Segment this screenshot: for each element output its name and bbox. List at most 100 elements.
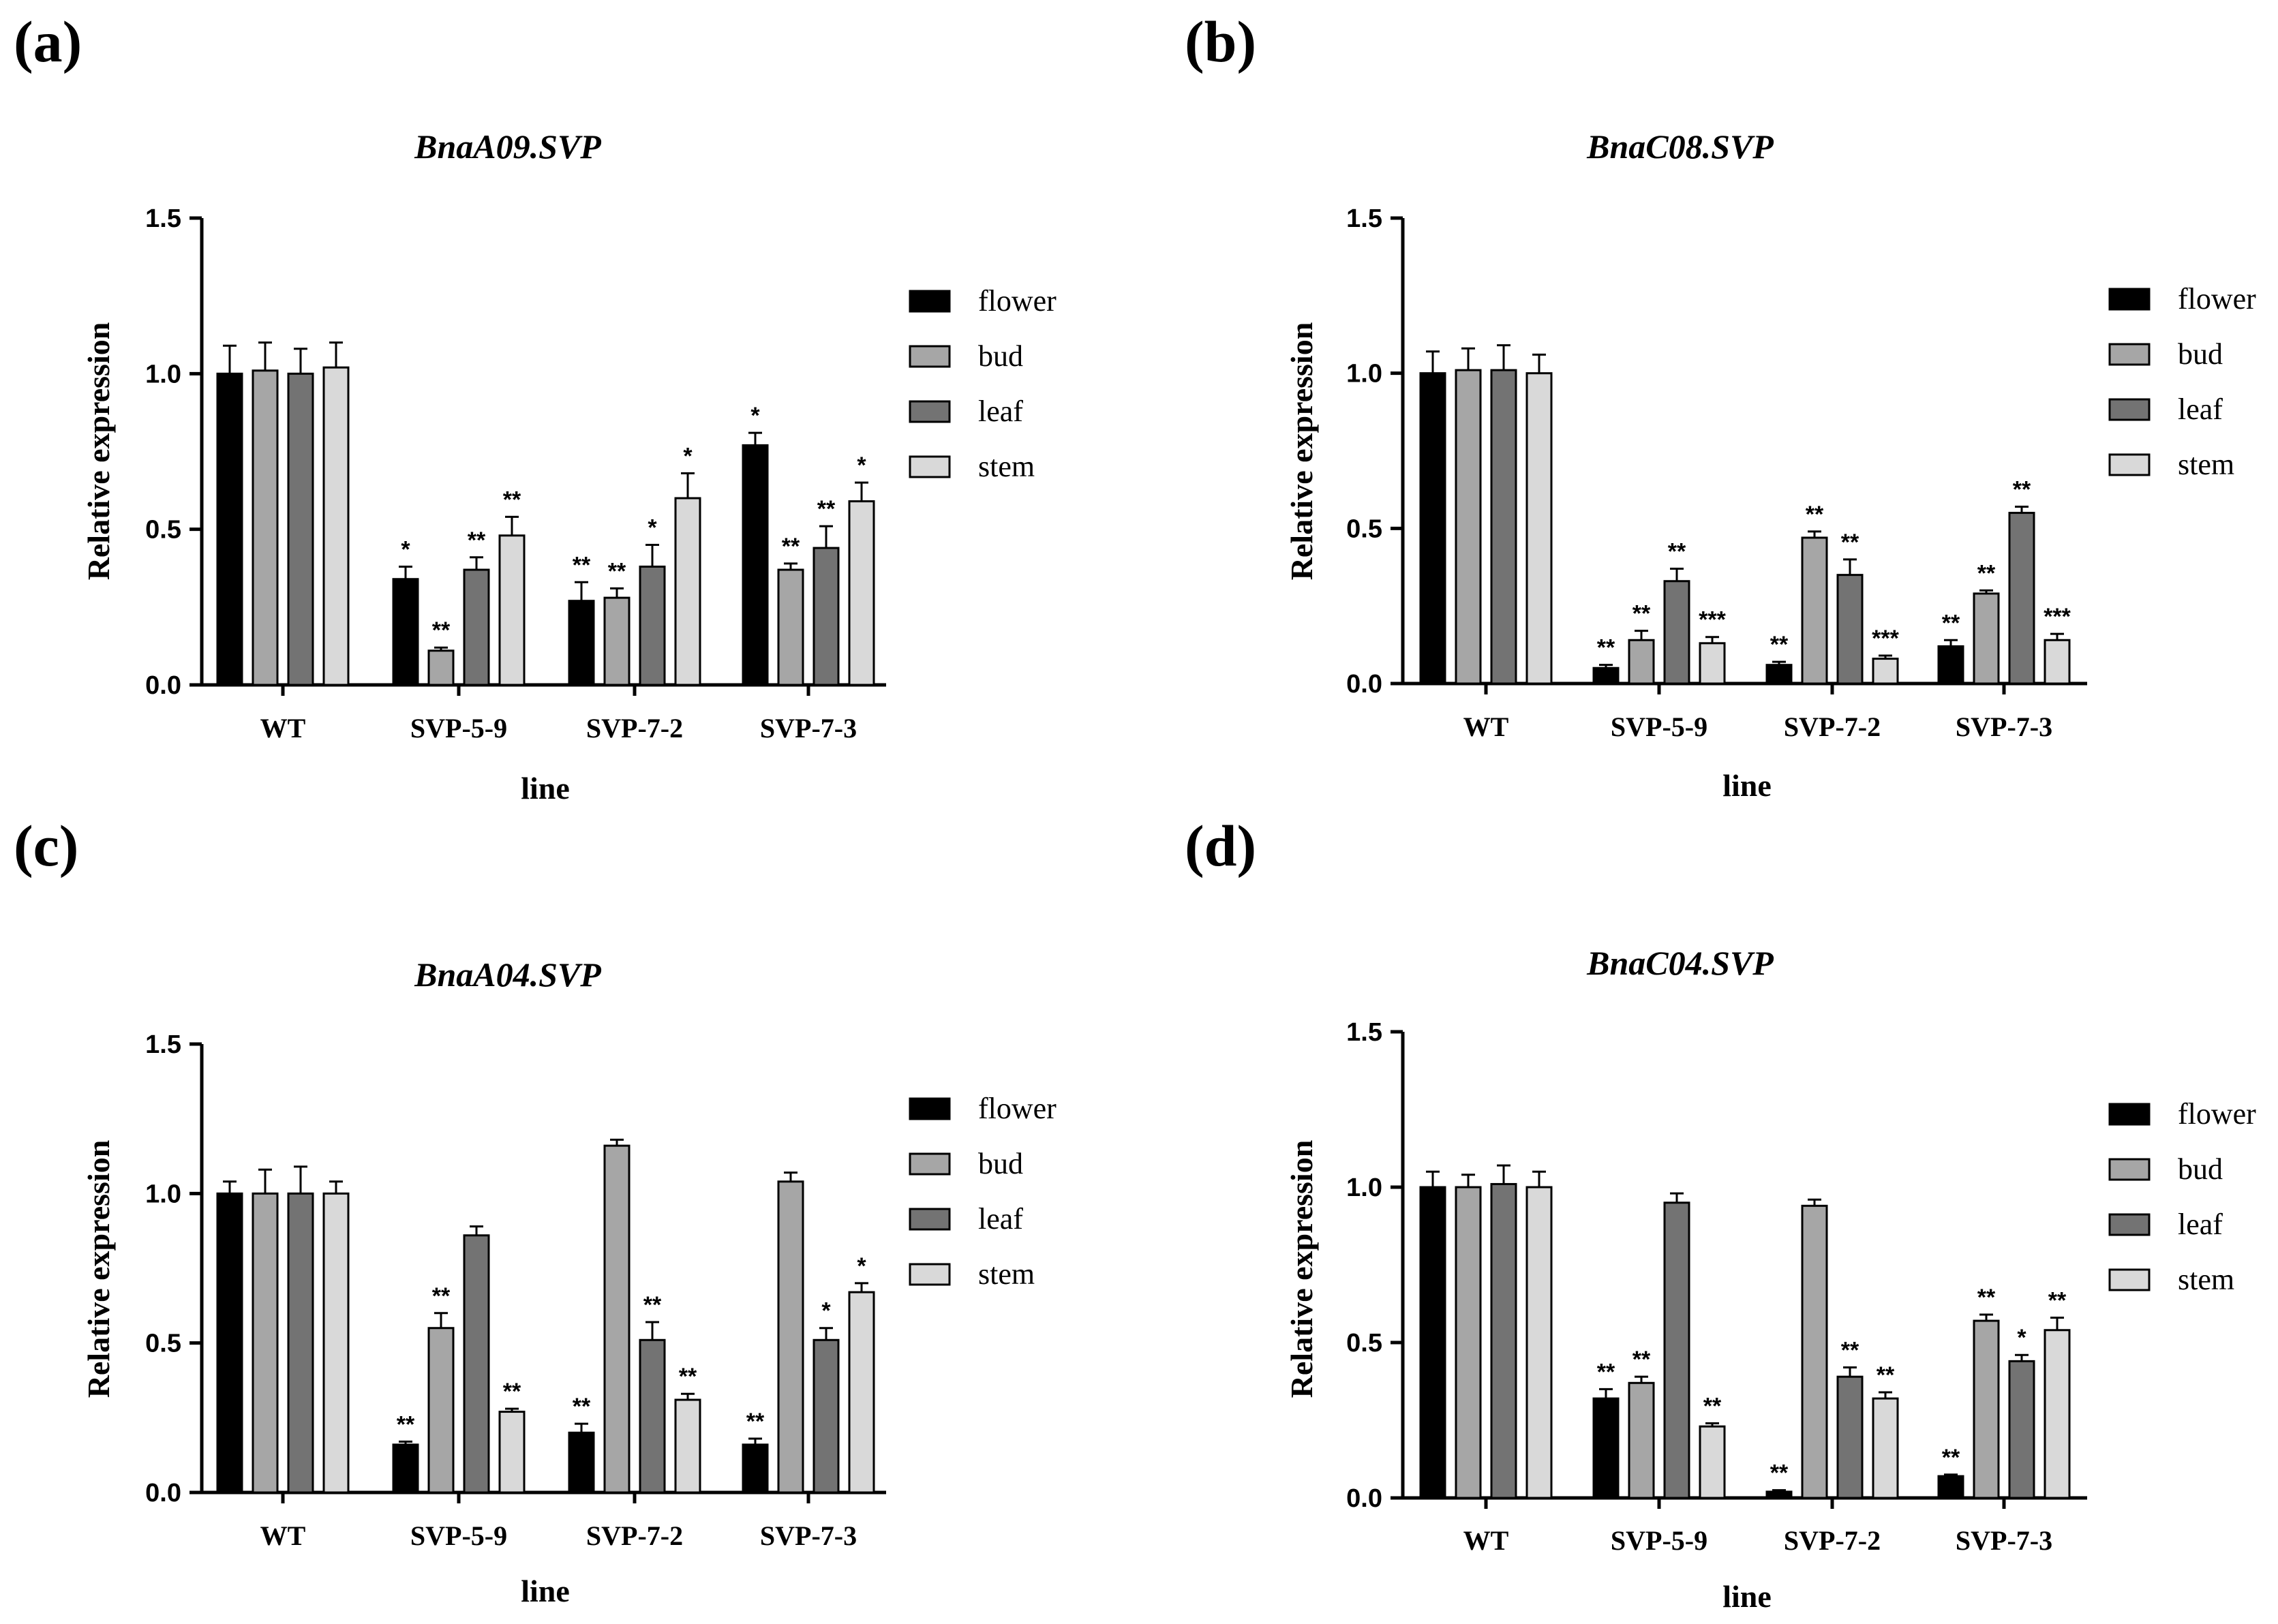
- legend-label-bud: bud: [978, 339, 1023, 373]
- bar-leaf: [1836, 1375, 1864, 1499]
- significance-label: *: [683, 443, 693, 469]
- y-tick-label: 1.0: [145, 360, 181, 388]
- bar-flower: [568, 1431, 595, 1494]
- bar-leaf: [463, 568, 490, 686]
- legend-label-flower: flower: [2178, 1097, 2256, 1131]
- bar-bud: [1628, 639, 1655, 685]
- bar-leaf: [1663, 580, 1690, 685]
- legend-label-leaf: leaf: [2178, 393, 2223, 426]
- legend-swatch-stem: [2108, 453, 2151, 476]
- bar-stem: [322, 1192, 350, 1494]
- x-tick-label: SVP-5-9: [1611, 711, 1707, 742]
- x-tick-label: SVP-5-9: [1611, 1525, 1707, 1556]
- bar-leaf: [287, 1192, 314, 1494]
- bar-bud: [1455, 369, 1482, 685]
- bar-flower: [1765, 664, 1793, 685]
- significance-label: **: [1977, 1285, 1996, 1311]
- y-tick-label: 1.0: [1346, 1174, 1382, 1202]
- legend-label-leaf: leaf: [978, 395, 1023, 428]
- significance-label: **: [2013, 476, 2031, 502]
- significance-label: **: [432, 1283, 451, 1309]
- legend-label-leaf: leaf: [2178, 1208, 2223, 1241]
- x-tick-label: SVP-7-3: [760, 713, 857, 744]
- significance-label: **: [1942, 1445, 1960, 1471]
- significance-label: **: [1841, 530, 1859, 555]
- significance-label: **: [782, 534, 800, 560]
- x-tick-label: SVP-7-2: [1784, 711, 1881, 742]
- significance-label: **: [1877, 1362, 1895, 1388]
- bar-leaf: [463, 1234, 490, 1494]
- bar-leaf: [813, 547, 840, 686]
- legend-label-bud: bud: [2178, 337, 2223, 371]
- bar-flower: [1937, 1475, 1964, 1499]
- bar-stem: [1525, 372, 1553, 685]
- x-tick-label: WT: [260, 713, 306, 744]
- legend-swatch-stem: [909, 455, 951, 478]
- bar-flower: [742, 1443, 769, 1494]
- bar-flower: [1592, 667, 1620, 685]
- significance-label: **: [1632, 1347, 1651, 1373]
- legend-swatch-flower: [2108, 1103, 2151, 1126]
- significance-label: **: [679, 1364, 697, 1390]
- significance-label: **: [1703, 1394, 1722, 1420]
- significance-label: **: [573, 552, 591, 578]
- y-tick-label: 0.0: [145, 671, 181, 700]
- x-axis-title: line: [1722, 768, 1772, 803]
- bar-leaf: [1663, 1201, 1690, 1499]
- y-axis-title: Relative expression: [1284, 1140, 1319, 1398]
- bar-flower: [1419, 372, 1446, 685]
- x-tick-label: SVP-5-9: [410, 1520, 507, 1551]
- y-axis-title: Relative expression: [81, 1140, 116, 1398]
- bar-leaf: [287, 372, 314, 686]
- significance-label: **: [817, 496, 836, 522]
- significance-label: **: [397, 1411, 415, 1437]
- legend-label-leaf: leaf: [978, 1202, 1023, 1236]
- bar-stem: [674, 497, 701, 686]
- bar-bud: [1801, 536, 1828, 685]
- legend-label-stem: stem: [2178, 448, 2234, 481]
- bar-flower: [392, 578, 419, 686]
- legend-swatch-bud: [2108, 343, 2151, 366]
- significance-label: **: [1597, 635, 1615, 661]
- chart-panel-2: (c) BnaA04.SVP 0.0 0.5 1.0 1.5 Relative expres…: [14, 813, 1057, 1608]
- bar-bud: [1455, 1186, 1482, 1499]
- legend-swatch-leaf: [2108, 1213, 2151, 1236]
- bar-stem: [1699, 642, 1726, 685]
- significance-label: *: [2017, 1325, 2026, 1351]
- panel-label: (a): [14, 9, 82, 74]
- x-tick-label: WT: [1463, 711, 1509, 742]
- bar-stem: [498, 534, 526, 686]
- bar-leaf: [639, 565, 666, 686]
- significance-label: **: [468, 527, 486, 553]
- bar-bud: [603, 596, 631, 686]
- chart-panel-3: (d) BnaC04.SVP 0.0 0.5 1.0 1.5 Relative expres…: [1185, 813, 2256, 1614]
- bar-flower: [216, 1192, 243, 1494]
- significance-label: *: [401, 536, 410, 562]
- legend-swatch-flower: [909, 1097, 951, 1120]
- bar-stem: [848, 500, 875, 686]
- chart-title: BnaC08.SVP: [1586, 127, 1774, 166]
- x-axis-title: line: [1722, 1579, 1772, 1614]
- significance-label: *: [648, 515, 657, 541]
- bar-stem: [322, 366, 350, 686]
- significance-label: **: [746, 1409, 765, 1435]
- legend-swatch-leaf: [909, 400, 951, 423]
- bar-bud: [777, 568, 804, 686]
- legend-swatch-flower: [2108, 288, 2151, 311]
- significance-label: **: [1668, 539, 1686, 565]
- legend-swatch-bud: [909, 1152, 951, 1176]
- panel-label: (c): [14, 813, 78, 878]
- significance-label: ***: [1699, 607, 1726, 633]
- significance-label: ***: [2044, 604, 2071, 630]
- significance-label: ***: [1872, 626, 1899, 652]
- significance-label: *: [857, 1253, 866, 1279]
- bar-stem: [2044, 639, 2071, 685]
- y-tick-label: 1.5: [145, 204, 181, 233]
- significance-label: **: [1770, 1460, 1789, 1486]
- bar-bud: [427, 649, 455, 686]
- significance-label: **: [2048, 1288, 2067, 1314]
- x-tick-label: SVP-5-9: [410, 713, 507, 744]
- bar-leaf: [2008, 1360, 2035, 1499]
- legend-label-stem: stem: [978, 1257, 1035, 1291]
- x-axis-title: line: [521, 771, 570, 806]
